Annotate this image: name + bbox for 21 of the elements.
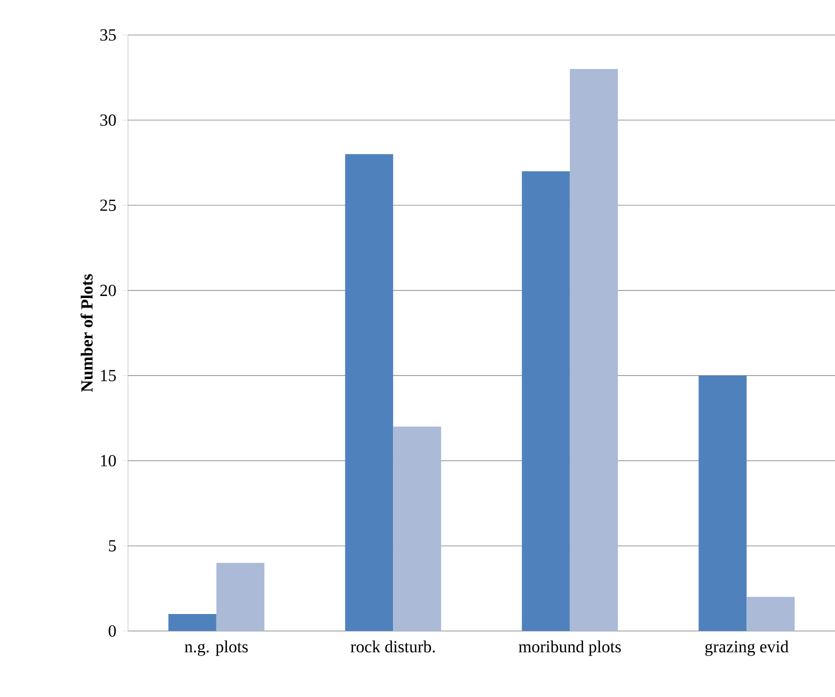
y-tick-label: 10 (101, 454, 116, 466)
x-tick-label: n.g. plots (184, 640, 248, 656)
bar (522, 171, 570, 631)
y-tick-label: 20 (100, 284, 116, 296)
y-tick-label: 0 (108, 625, 116, 637)
x-tick-label: grazing evid (705, 640, 789, 656)
bar (393, 426, 442, 631)
bar (570, 69, 618, 631)
y-tick-label: 5 (109, 540, 116, 552)
y-tick-label: 15 (101, 370, 116, 382)
bar (168, 614, 216, 631)
y-tick-label: 30 (100, 114, 116, 126)
y-tick-label: 25 (100, 200, 116, 211)
bar (216, 562, 264, 631)
bar (345, 154, 394, 631)
x-tick-label: rock disturb. (350, 640, 435, 652)
y-axis-title: Number of Plots (80, 274, 93, 392)
bar (746, 596, 795, 631)
bar (698, 376, 747, 631)
y-tick-label: 35 (100, 29, 116, 41)
x-tick-label: moribund plots (518, 640, 621, 656)
